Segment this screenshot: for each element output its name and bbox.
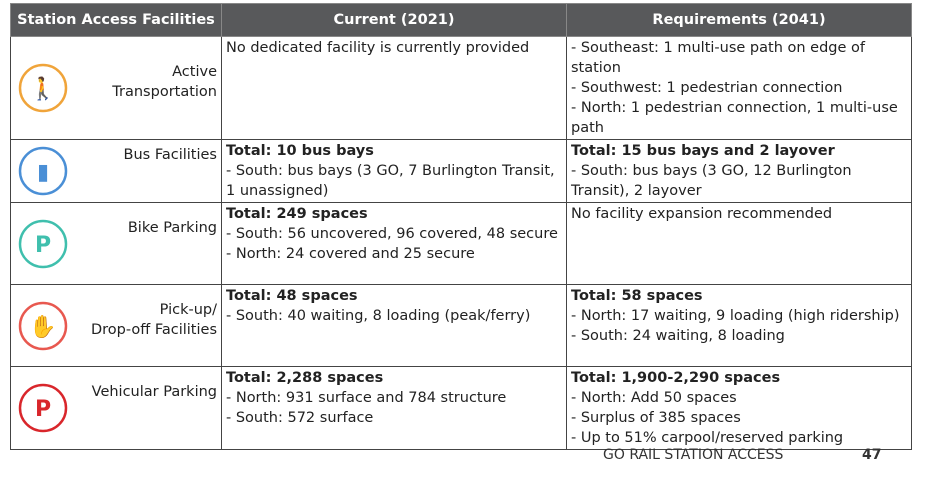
requirements-cell: Total: 1,900-2,290 spaces - North: Add 50… [566, 366, 912, 450]
detail-line: - South: bus bays (3 GO, 12 Burlington T… [571, 163, 852, 199]
current-cell: Total: 2,288 spaces - North: 931 surface … [221, 366, 567, 450]
total: Total: 58 spaces [571, 288, 703, 304]
detail-line: - North: 1 pedestrian connection, 1 mult… [571, 100, 898, 136]
detail-line: - North: 931 surface and 784 structure [226, 390, 507, 406]
detail-line: - South: 56 uncovered, 96 covered, 48 se… [226, 226, 558, 242]
footer-label: GO RAIL STATION ACCESS [603, 447, 784, 463]
total: Total: 48 spaces [226, 288, 358, 304]
detail-line: - Up to 51% carpool/reserved parking [571, 430, 844, 446]
facility-name: Vehicular Parking [91, 384, 217, 400]
facility-icon: P [18, 219, 68, 268]
detail-line: - South: bus bays (3 GO, 7 Burlington Tr… [226, 163, 555, 199]
detail-line: - North: 17 waiting, 9 loading (high rid… [571, 308, 900, 324]
table-row: 🚶 Active Transportation No dedicated facili… [10, 36, 912, 140]
table-row: P Vehicular Parking Total: 2,288 spaces - N… [10, 366, 912, 450]
current-cell: No dedicated facility is currently provi… [221, 36, 567, 140]
requirements-cell: Total: 15 bus bays and 2 layover - South:… [566, 139, 912, 203]
facility-name: Active [172, 64, 217, 80]
detail-line: - South: 24 waiting, 8 loading [571, 328, 785, 344]
current-cell: Total: 249 spaces - South: 56 uncovered, … [221, 202, 567, 285]
detail-line: - North: 24 covered and 25 secure [226, 246, 475, 262]
detail-line: - Surplus of 385 spaces [571, 410, 741, 426]
table-row: ✋ Pick-up/Drop-off Facilities Total: 48 sp… [10, 284, 912, 367]
svg-text:P: P [35, 233, 51, 258]
detail-line: - Southeast: 1 multi-use path on edge of… [571, 40, 866, 76]
facility-name: Transportation [112, 84, 217, 100]
requirements-cell: - Southeast: 1 multi-use path on edge of… [566, 36, 912, 140]
header-row: Station Access Facilities Current (2021)… [10, 3, 912, 37]
svg-text:🚶: 🚶 [29, 76, 56, 102]
facility-icon: ▮ [18, 146, 68, 196]
page-number: 47 [862, 447, 882, 463]
svg-text:▮: ▮ [37, 160, 49, 185]
total: Total: 1,900-2,290 spaces [571, 370, 781, 386]
total: Total: 15 bus bays and 2 layover [571, 143, 835, 159]
facility-icon: 🚶 [18, 63, 68, 113]
detail-line: - Southwest: 1 pedestrian connection [571, 80, 843, 96]
facility-cell: P Vehicular Parking [10, 366, 222, 450]
table-row: ▮ Bus Facilities Total: 10 bus bays - South… [10, 139, 912, 203]
detail-line: - South: 572 surface [226, 410, 374, 426]
facility-icon: P [18, 383, 68, 433]
total: Total: 2,288 spaces [226, 370, 384, 386]
facility-name: Pick-up/ [159, 301, 217, 318]
facility-cell: ▮ Bus Facilities [10, 139, 222, 203]
header-cell: Requirements (2041) [566, 3, 912, 37]
total: Total: 249 spaces [226, 206, 368, 222]
table-row: P Bike Parking Total: 249 spaces - South: 5… [10, 202, 912, 285]
detail-line: No dedicated facility is currently provi… [226, 40, 530, 56]
facility-name: Drop-off Facilities [91, 321, 217, 338]
total: Total: 10 bus bays [226, 143, 374, 159]
detail-line: - South: 40 waiting, 8 loading (peak/fer… [226, 308, 531, 324]
facility-name: Bus Facilities [123, 147, 217, 163]
detail-line: No facility expansion recommended [571, 206, 833, 222]
facility-name: Bike Parking [127, 219, 217, 236]
requirements-cell: Total: 58 spaces - North: 17 waiting, 9 l… [566, 284, 912, 367]
detail-line: - North: Add 50 spaces [571, 390, 737, 406]
facilities-table: Station Access Facilities Current (2021)… [10, 3, 912, 450]
requirements-cell: No facility expansion recommended [566, 202, 912, 285]
current-cell: Total: 48 spaces - South: 40 waiting, 8 l… [221, 284, 567, 367]
svg-text:P: P [35, 397, 51, 422]
svg-text:✋: ✋ [29, 314, 56, 340]
facility-cell: P Bike Parking [10, 202, 222, 285]
current-cell: Total: 10 bus bays - South: bus bays (3 G… [221, 139, 567, 203]
header-cell: Current (2021) [221, 3, 567, 37]
header-cell: Station Access Facilities [10, 3, 222, 37]
facility-cell: ✋ Pick-up/Drop-off Facilities [10, 284, 222, 367]
facility-cell: 🚶 Active Transportation [10, 36, 222, 140]
facility-icon: ✋ [18, 301, 68, 350]
